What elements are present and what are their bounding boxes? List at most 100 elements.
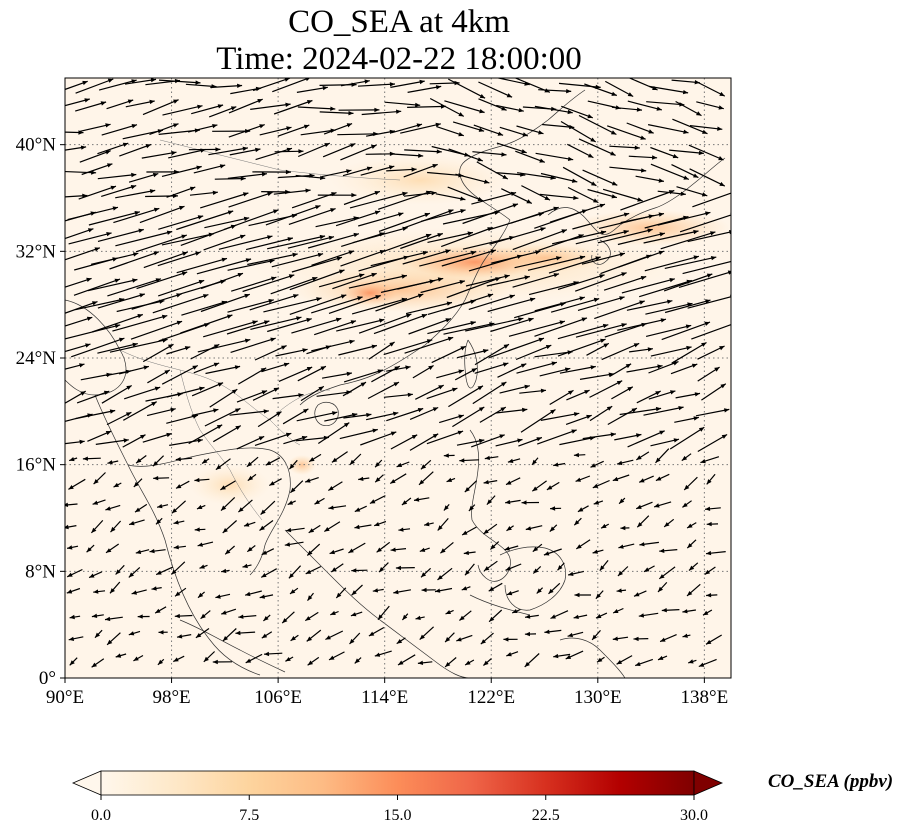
- wind-vector: [612, 636, 629, 641]
- wind-vector: [602, 188, 643, 202]
- wind-vector: [636, 515, 650, 528]
- wind-vector: [686, 522, 697, 529]
- wind-vector: [130, 320, 183, 340]
- wind-vector: [505, 477, 521, 486]
- wind-vector: [325, 630, 344, 641]
- wind-vector: [456, 438, 485, 446]
- wind-vector: [573, 517, 582, 526]
- colorbar-ticks: 0.0 7.5 15.0 22.5 30.0: [91, 795, 708, 824]
- wind-vector: [79, 150, 111, 163]
- wind-vector: [90, 519, 104, 534]
- wind-vector: [507, 458, 521, 463]
- wind-vector: [372, 588, 384, 593]
- wind-vector: [231, 276, 277, 292]
- wind-vector: [297, 365, 327, 382]
- wind-vector: [600, 523, 610, 529]
- wind-vector: [328, 651, 345, 661]
- wind-vector: [244, 590, 262, 597]
- wind-vector: [338, 107, 380, 113]
- wind-vector: [639, 541, 659, 547]
- wind-vector: [200, 293, 250, 313]
- wind-vector: [426, 387, 458, 400]
- wind-vector: [106, 411, 132, 426]
- wind-vector: [573, 452, 586, 458]
- wind-vector: [65, 316, 93, 327]
- wind-vector: [281, 611, 295, 624]
- wind-vector: [330, 563, 344, 573]
- wind-vector: [486, 275, 530, 287]
- wind-vector: [653, 501, 672, 508]
- wind-vector: [194, 527, 206, 532]
- wind-vector: [688, 144, 724, 161]
- wind-vector: [311, 339, 355, 352]
- wind-vector: [506, 651, 519, 657]
- wind-vector: [454, 367, 478, 381]
- wind-vector: [474, 343, 510, 366]
- wind-vector: [413, 497, 430, 502]
- wind-vector: [227, 299, 274, 313]
- wind-vector: [390, 79, 425, 88]
- wind-vector: [401, 613, 409, 621]
- wind-vector: [452, 121, 485, 132]
- wind-vector: [169, 438, 203, 446]
- wind-vector: [462, 203, 519, 225]
- wind-vector: [340, 249, 386, 267]
- wind-vector: [342, 381, 367, 397]
- wind-vector: [199, 564, 208, 569]
- y-tick-label: 8°N: [25, 561, 56, 582]
- wind-vector: [180, 314, 233, 334]
- wind-vector: [267, 317, 312, 333]
- wind-vector: [499, 126, 529, 137]
- wind-vector: [307, 232, 360, 249]
- wind-vector: [212, 425, 242, 443]
- wind-vector: [284, 541, 304, 547]
- wind-vector: [142, 99, 179, 116]
- wind-vector: [661, 321, 711, 341]
- wind-vector: [101, 384, 133, 404]
- wind-vector: [421, 209, 466, 222]
- wind-vector: [648, 390, 676, 400]
- wind-vector: [245, 237, 294, 251]
- wind-vector: [396, 637, 406, 645]
- wind-vector: [616, 655, 633, 665]
- wind-vector: [369, 495, 386, 505]
- wind-vector: [465, 274, 510, 287]
- wind-vector: [360, 431, 397, 446]
- wind-vector: [247, 252, 298, 266]
- wind-vector: [220, 496, 236, 512]
- wind-vector: [479, 406, 507, 423]
- wind-vector: [194, 477, 210, 483]
- wind-vector: [657, 581, 668, 593]
- wind-vector: [133, 478, 143, 488]
- wind-vector: [195, 628, 210, 639]
- wind-vector: [93, 589, 106, 594]
- wind-vector: [295, 174, 326, 180]
- wind-vector: [236, 435, 265, 450]
- wind-vector: [317, 422, 350, 444]
- wind-vector: [190, 343, 220, 360]
- wind-vector: [405, 301, 453, 315]
- wind-vector: [400, 232, 443, 250]
- wind-vector: [65, 324, 121, 340]
- wind-vector: [289, 269, 345, 291]
- wind-vector: [238, 614, 257, 619]
- wind-vector: [488, 582, 503, 592]
- wind-vector: [560, 120, 597, 143]
- wind-vector: [65, 80, 88, 91]
- wind-vector: [222, 628, 237, 642]
- wind-vector: [681, 453, 692, 462]
- wind-vector: [115, 230, 173, 247]
- wind-vector: [289, 587, 299, 595]
- wind-vector: [314, 320, 357, 336]
- wind-vector: [139, 205, 185, 224]
- wind-vector: [483, 523, 498, 535]
- wind-vector: [166, 346, 191, 355]
- wind-vector: [635, 501, 653, 510]
- wind-vector: [97, 172, 137, 180]
- wind-vector: [75, 78, 114, 94]
- wind-vector: [357, 82, 396, 87]
- wind-vector: [619, 406, 662, 416]
- wind-vector: [229, 147, 261, 156]
- wind-vector: [520, 408, 556, 433]
- wind-vector: [386, 167, 417, 172]
